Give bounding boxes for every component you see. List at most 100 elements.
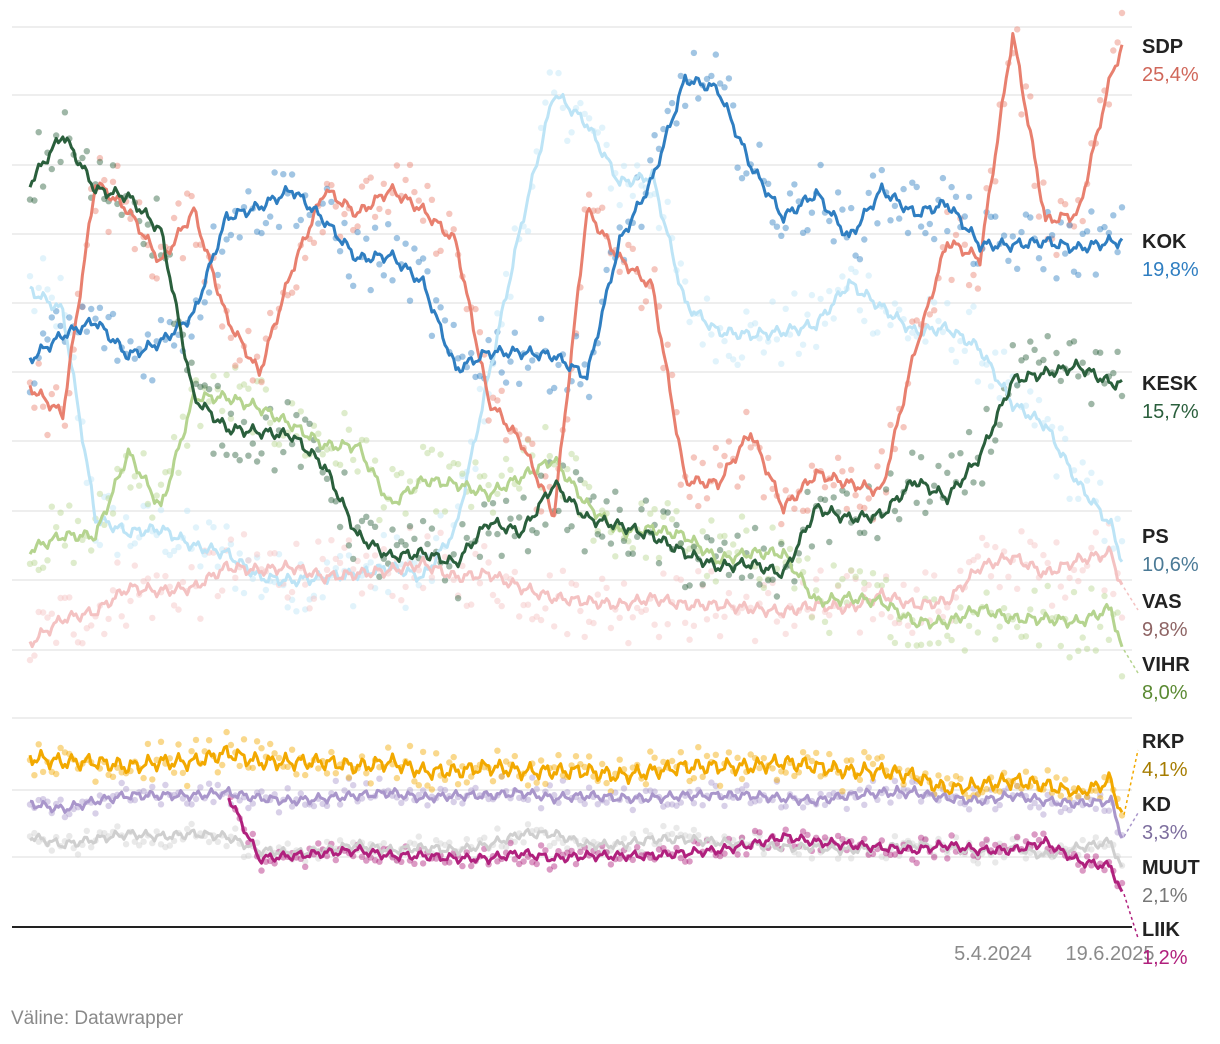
dot-kok — [454, 355, 462, 362]
dot-kesk — [699, 581, 706, 588]
dot-kok — [730, 102, 737, 109]
dot-vihr — [874, 582, 881, 589]
dot-vihr — [1101, 592, 1108, 600]
dot-kd — [415, 791, 422, 799]
line-kesk — [28, 135, 1123, 579]
dot-vas — [1031, 542, 1038, 549]
dot-ps — [1083, 477, 1091, 484]
dot-sdp — [1066, 221, 1073, 228]
dot-vihr — [354, 468, 361, 475]
dot-sdp — [804, 507, 811, 514]
dot-liik — [494, 858, 501, 865]
dot-sdp — [494, 397, 501, 404]
dot-vas — [996, 583, 1003, 591]
dot-vihr — [1027, 606, 1034, 613]
dot-muut — [638, 848, 645, 856]
dot-vas — [603, 584, 610, 592]
dot-kok — [188, 333, 195, 340]
dot-muut — [66, 832, 73, 840]
dot-kd — [35, 796, 42, 804]
dot-kesk — [1009, 342, 1016, 349]
dot-kesk — [765, 577, 772, 584]
dot-vas — [773, 618, 781, 625]
dot-ps — [607, 185, 615, 192]
dot-sdp — [913, 317, 920, 324]
connector-vihr — [1123, 649, 1139, 674]
dot-kesk — [398, 538, 405, 545]
dot-rkp — [489, 778, 497, 785]
dot-vihr — [730, 541, 737, 548]
dot-ps — [765, 338, 772, 345]
dot-muut — [441, 841, 449, 849]
dot-vihr — [917, 641, 925, 648]
dot-sdp — [253, 353, 261, 360]
dot-vas — [542, 605, 549, 612]
dot-sdp — [1018, 111, 1025, 118]
dot-vihr — [53, 524, 60, 531]
dot-vas — [253, 551, 261, 558]
dot-vihr — [677, 540, 684, 547]
dot-kesk — [965, 428, 973, 436]
dot-kesk — [232, 451, 239, 459]
dot-kok — [415, 258, 422, 266]
dot-vas — [813, 576, 820, 583]
dot-liik — [944, 855, 951, 862]
dot-kok — [992, 213, 999, 220]
dot-rkp — [393, 774, 401, 782]
dot-kok — [511, 329, 518, 336]
dot-ps — [795, 350, 802, 357]
dot-rkp — [826, 750, 833, 758]
dot-vihr — [524, 436, 532, 444]
dot-sdp — [725, 438, 733, 445]
dot-vihr — [450, 459, 457, 467]
dot-rkp — [511, 752, 518, 760]
dot-ps — [184, 507, 191, 514]
dot-sdp — [852, 492, 859, 499]
dot-kok — [1053, 275, 1060, 282]
dot-rkp — [275, 754, 283, 762]
dot-rkp — [1014, 782, 1021, 790]
dot-sdp — [153, 275, 160, 282]
dot-kd — [1031, 799, 1038, 807]
dot-liik — [358, 853, 366, 860]
dot-vas — [240, 531, 248, 538]
dot-vihr — [1070, 588, 1078, 596]
dot-sdp — [323, 180, 331, 188]
dot-vihr — [664, 500, 671, 507]
dot-rkp — [734, 754, 741, 761]
dot-ps — [647, 192, 654, 199]
dot-vihr — [454, 460, 462, 468]
dot-ps — [57, 274, 64, 282]
dot-kok — [219, 248, 226, 255]
dot-kesk — [686, 582, 693, 589]
dot-ps — [306, 596, 313, 603]
dot-kok — [1092, 271, 1100, 278]
dot-sdp — [1105, 101, 1113, 108]
dot-kd — [647, 787, 654, 794]
dot-kok — [690, 49, 698, 57]
dot-kok — [1075, 271, 1082, 279]
dot-sdp — [485, 417, 492, 424]
dot-sdp — [747, 444, 754, 451]
dot-sdp — [791, 505, 798, 512]
dot-rkp — [699, 773, 706, 780]
dot-rkp — [725, 749, 733, 756]
dot-sdp — [642, 298, 650, 305]
dot-sdp — [952, 231, 960, 239]
dot-kok — [603, 266, 610, 274]
dot-kesk — [284, 399, 291, 406]
dot-sdp — [664, 341, 671, 348]
dot-ps — [564, 137, 571, 144]
dot-vihr — [205, 398, 213, 405]
label-name-kok: KOK — [1142, 231, 1187, 253]
dot-vas — [144, 575, 152, 582]
dot-rkp — [149, 776, 156, 783]
dot-kd — [258, 788, 265, 795]
dot-vas — [913, 586, 920, 593]
dot-vihr — [585, 483, 593, 491]
dot-ps — [175, 543, 182, 551]
dot-kd — [564, 789, 571, 796]
dot-vas — [1062, 594, 1069, 601]
dot-vas — [83, 625, 91, 632]
dot-kok — [507, 358, 514, 365]
